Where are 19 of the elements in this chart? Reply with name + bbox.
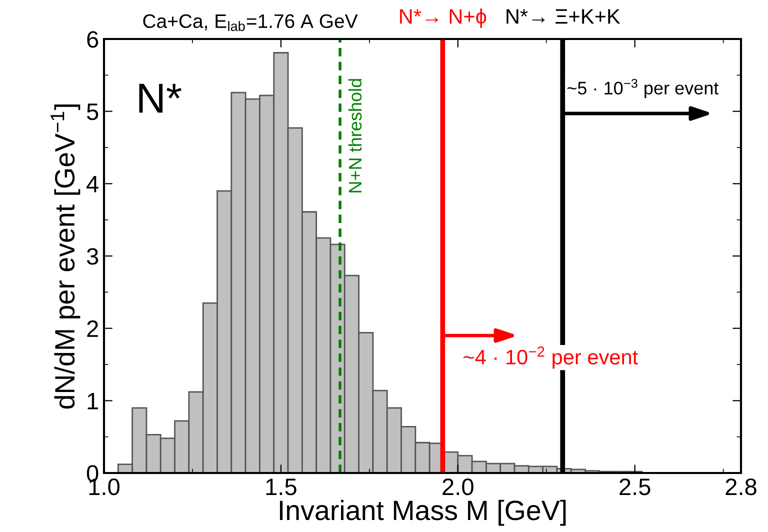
y-tick-label: 1 bbox=[88, 392, 98, 410]
y-tick-label: 4 bbox=[86, 176, 98, 192]
chart-title: Ca+Ca, E$_{lab}$=1.76 A GeV bbox=[143, 14, 358, 32]
y-tick-label: 2 bbox=[87, 320, 98, 337]
x-tick-label: 2.0 bbox=[442, 478, 474, 496]
x-tick-label: 2.8 bbox=[726, 478, 756, 496]
ref-line-label: N+N threshold bbox=[348, 79, 362, 192]
y-tick-label: 5 bbox=[86, 104, 98, 120]
annotation: N* bbox=[139, 84, 182, 113]
ref-line-label: N*→ N+ϕ bbox=[400, 8, 486, 28]
x-axis-title: Invariant Mass M [GeV] bbox=[280, 500, 566, 526]
annotation: ~5 · 10$^{−3}$ per event bbox=[567, 78, 719, 98]
x-tick-label: 2.5 bbox=[620, 478, 650, 496]
y-tick-label: 3 bbox=[86, 248, 98, 265]
y-tick-label: 6 bbox=[87, 31, 98, 48]
ref-line-label: N*→ Ξ+K+K bbox=[506, 9, 620, 24]
annotation: ~4 · 10$^{−2}$ per event bbox=[464, 346, 638, 369]
y-axis-title: dN/dM per event [GeV$^{−1}$] bbox=[50, 104, 80, 409]
x-tick-label: 1.5 bbox=[266, 478, 296, 496]
